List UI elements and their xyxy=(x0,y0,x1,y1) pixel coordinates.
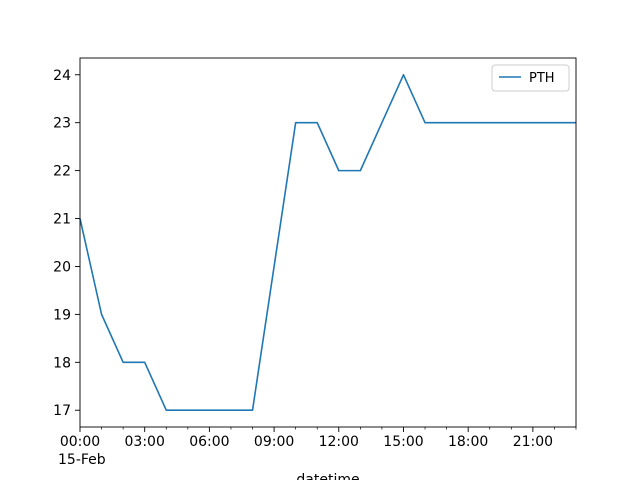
x-tick-label: 09:00 xyxy=(254,434,294,450)
y-tick-label: 22 xyxy=(53,164,71,180)
y-tick-label: 21 xyxy=(53,212,71,228)
x-tick-label: 18:00 xyxy=(448,434,488,450)
x-tick-label: 15:00 xyxy=(383,434,423,450)
x-tick-label: 21:00 xyxy=(513,434,553,450)
axes-frame xyxy=(79,57,577,428)
x-tick-label: 06:00 xyxy=(189,434,229,450)
x-axis-date-label: 15-Feb xyxy=(58,452,106,468)
y-tick-label: 17 xyxy=(53,403,71,419)
x-axis-label: datetime xyxy=(296,472,359,480)
y-tick-label: 23 xyxy=(53,116,71,132)
x-tick-label: 12:00 xyxy=(319,434,359,450)
series-layer xyxy=(79,73,576,412)
x-axis-ticks: 00:00 03:00 06:00 09:00 12:00 15:00 18:00 21:00 xyxy=(60,427,577,450)
x-tick-label: 03:00 xyxy=(125,434,165,450)
legend-box xyxy=(491,64,570,92)
series-line-pth xyxy=(79,73,576,412)
y-axis-ticks: 17 18 19 20 21 22 23 24 xyxy=(53,68,80,419)
y-tick-label: 20 xyxy=(53,259,71,275)
axes xyxy=(79,57,577,428)
y-tick-label: 19 xyxy=(53,307,71,323)
y-tick-label: 18 xyxy=(53,355,71,371)
legend-label: PTH xyxy=(529,71,555,86)
legend: PTH xyxy=(491,64,570,92)
x-tick-label: 00:00 xyxy=(60,434,100,450)
y-tick-label: 24 xyxy=(53,68,71,84)
